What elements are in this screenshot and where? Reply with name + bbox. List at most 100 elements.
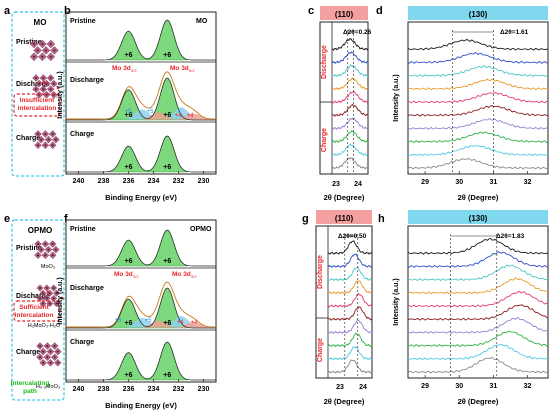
atom xyxy=(35,77,37,79)
subtitle-pristine-b: Pristine xyxy=(70,18,96,25)
xps-curve xyxy=(66,341,216,381)
atom xyxy=(37,254,39,257)
atom xyxy=(39,356,41,359)
side-discharge-c: Discharge xyxy=(321,45,328,79)
atom xyxy=(51,254,54,257)
label-mo3d32-sub-f: 3/2 xyxy=(133,274,139,279)
minor-state-label: +5 xyxy=(145,318,153,324)
atom xyxy=(39,297,41,300)
xrd-curve xyxy=(407,251,549,268)
minor-state-label: +4 xyxy=(191,320,199,326)
xps-curve xyxy=(66,229,216,267)
panel-e: e OPMO Pristine Discharge Charge MoO₃ H₃… xyxy=(4,213,65,401)
atom xyxy=(35,88,37,91)
minor-state-label: +5 xyxy=(125,109,133,115)
crystal-structure-e2 xyxy=(36,284,64,308)
formula-e3: H₀.₃MoO₃ xyxy=(36,384,60,390)
atom xyxy=(54,248,57,251)
xrd-curve xyxy=(327,280,373,295)
xlabel-c: 2θ (Degree) xyxy=(324,193,365,202)
atom xyxy=(40,248,43,251)
panel-letter-b: b xyxy=(64,5,71,17)
xticks-d: 29 30 31 32 xyxy=(421,171,532,186)
atom xyxy=(40,138,43,141)
panel-letter-f: f xyxy=(64,213,68,225)
atom xyxy=(39,345,41,347)
panel-letter-c: c xyxy=(308,5,314,17)
xps-curve xyxy=(66,287,216,329)
subtitle-discharge-f: Discharge xyxy=(70,285,104,292)
peak-label-plus6: +6 xyxy=(125,164,133,171)
atom xyxy=(51,144,54,147)
xrd-curve xyxy=(331,117,369,130)
atom xyxy=(46,345,49,347)
atom xyxy=(47,138,50,141)
xrd-curve xyxy=(331,77,369,91)
xrd-curve xyxy=(407,38,549,51)
xtick-label: 232 xyxy=(173,178,185,185)
xtick-label: 232 xyxy=(173,386,185,393)
panel-e-title: OPMO xyxy=(28,226,52,235)
atom xyxy=(56,361,59,364)
peak-label-plus6: +6 xyxy=(163,258,171,265)
stage-discharge-a: Discharge xyxy=(16,81,50,88)
label-mo3d52-b: Mo 3d xyxy=(170,65,189,72)
xtick-label: 31 xyxy=(489,383,497,390)
atom xyxy=(44,243,47,245)
atom xyxy=(56,350,59,353)
panel-a: a MO Pristine Discharge Charge Insuffici… xyxy=(4,5,65,177)
xtick-label: 240 xyxy=(73,386,85,393)
xrd-curve xyxy=(331,143,369,157)
subtitle-discharge-b: Discharge xyxy=(70,77,104,84)
xrd-curve xyxy=(327,293,373,308)
xrd-curve xyxy=(331,90,369,104)
formula-e2: H₃MoO₃·H₂O xyxy=(28,323,61,329)
xps-envelope xyxy=(66,71,217,120)
atom xyxy=(45,82,48,85)
panel-letter-e: e xyxy=(4,213,10,225)
proton xyxy=(60,296,64,300)
atom xyxy=(44,254,47,257)
atom xyxy=(42,350,45,353)
xticks-h: 29 30 31 32 xyxy=(421,375,532,390)
xtick-label: 32 xyxy=(524,179,532,186)
xps-minor-fill xyxy=(139,320,178,328)
xtick-g-23: 23 xyxy=(336,384,344,391)
xrd-curve xyxy=(407,78,549,91)
minor-state-label: +5 xyxy=(115,318,123,324)
atom xyxy=(42,77,45,79)
atom xyxy=(33,55,35,58)
atom xyxy=(42,88,45,91)
xrd-curve xyxy=(407,356,549,374)
atom xyxy=(48,302,51,305)
panel-g-frame xyxy=(315,225,373,379)
xtick-label: 32 xyxy=(524,383,532,390)
xrd-curve xyxy=(331,129,369,144)
xlabel-g: 2θ (Degree) xyxy=(324,397,365,406)
xrd-curve xyxy=(407,264,549,282)
note-sufficient-line2: intercalation xyxy=(15,312,54,319)
xps-peak-labels-b: +6 +6+6 +6+6 +6+5 +5+4 +4 xyxy=(125,52,195,171)
xps-curve xyxy=(66,19,216,61)
xrd-curve xyxy=(327,359,373,374)
header-130-text-h: (130) xyxy=(469,214,488,223)
atom xyxy=(44,133,47,135)
atom xyxy=(41,292,44,295)
panel-h: h (130) Δ2θ=1.83 Intensity (a.u.) 29 30 31… xyxy=(378,210,549,406)
xrd-curve xyxy=(331,157,369,170)
xtick-label: 29 xyxy=(421,383,429,390)
formula-e1: MoO₃ xyxy=(41,264,55,270)
xrd-curve xyxy=(407,237,549,255)
panel-e-frame xyxy=(11,219,65,401)
panel-f: f Pristine OPMO Discharge Charge Mo 3d 3… xyxy=(57,213,217,410)
xrd-curve xyxy=(331,37,369,51)
atom xyxy=(42,361,45,364)
xrd-curve xyxy=(327,266,373,282)
atom xyxy=(33,43,35,45)
stage-pristine-a: Pristine xyxy=(16,39,42,46)
header-110-text-c: (110) xyxy=(335,10,354,19)
panel-letter-g: g xyxy=(302,213,309,225)
xrd-curve xyxy=(407,344,549,361)
atom xyxy=(51,133,54,135)
atom xyxy=(41,43,44,45)
